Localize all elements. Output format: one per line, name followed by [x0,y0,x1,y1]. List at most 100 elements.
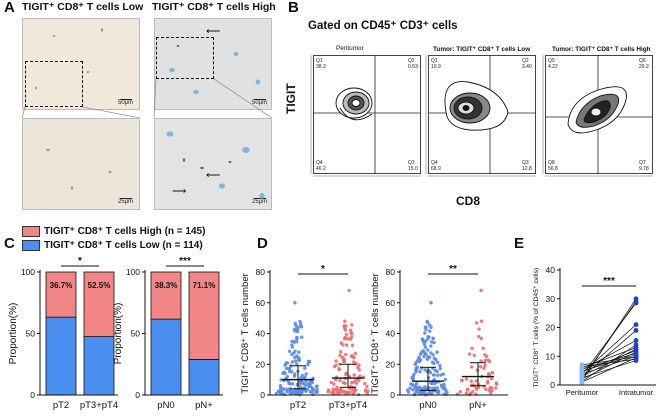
chart-e-pair-line [581,354,637,372]
chart-d-right-point [429,344,433,348]
chart-d-left-point [315,389,319,394]
chart-d-left-point [293,321,297,326]
chart-d-left-point [304,372,308,376]
chart-d-left-point [293,340,297,344]
chart-d-left-point [344,332,349,337]
chart-d-left-point [278,386,283,390]
flow-x-axis-label: CD8 [456,194,481,208]
q-3-4: Q7 9.78 [639,160,649,172]
chart-d-left-point [290,339,294,344]
chart-d-left-point [338,362,342,366]
chart-d-left-point [350,323,354,327]
chart-d-left-point [307,383,311,388]
chart-d-right-point [419,351,424,355]
chart-d-right-point [406,390,411,394]
chart-d-left-xtick-label: pT2 [290,400,306,411]
arrow-high-bottom-2: ⟶ [172,186,187,197]
chart-d-left-point [352,380,357,384]
chart-c-right-bar-high [188,271,220,360]
chart-d-left-point [338,353,342,358]
chart-d-left-ytick-label: 20 [256,359,266,369]
chart-c-right-xtick-label: pN+ [195,400,213,411]
chart-d-right-point [432,381,437,386]
chart-d-right-point [431,336,435,341]
chart-d-left-point [295,362,299,366]
chart-d-right-point [432,340,436,345]
chart-e-pair-line [581,324,637,374]
chart-d-right-point [410,375,414,380]
micro-texture [34,28,265,199]
chart-d-left-point [304,383,308,387]
chart-c-left-xtick-label: pT2 [53,400,69,411]
chart-d-right-point [435,350,439,354]
chart-e-intratumor-point [633,338,639,343]
chart-d-right-point [426,320,430,325]
q-3-2: Q6 29.2 [639,58,649,70]
chart-d-right-point [414,369,418,374]
chart-e-peritumor-point [579,379,585,385]
chart-d-right-point [432,373,436,377]
chart-d-left-point [299,325,304,329]
chart-d-right-point [486,372,491,376]
chart-d-right-point [464,377,469,381]
chart-d-right-point [423,345,428,349]
chart-d-right-point [408,386,412,390]
chart-d-left-point [341,359,346,363]
chart-d-right-point [470,346,474,351]
chart-d-right-point [411,388,415,392]
chart-d-left-point [344,371,348,375]
chart-d-left-point [290,360,294,364]
legend-high: TIGIT⁺ CD8⁺ T cells High (n = 145) [22,226,205,237]
chart-c-right-ylabel: Proportion(%) [113,303,124,365]
chart-d-right-point [483,353,487,357]
chart-d-left-point [295,383,300,387]
chart-d-right-point [418,370,422,374]
chart-d-right-point [439,383,444,387]
chart-e-ytick-label: 0 [550,380,555,390]
legend-high-text: TIGIT⁺ CD8⁺ T cells High (n = 145) [44,226,206,237]
chart-d-left-point [301,380,305,385]
chart-d-right-point [414,381,419,386]
chart-d-right-point [439,373,443,377]
micro-high-bottom [154,118,272,210]
chart-d-left-point [293,359,298,363]
gating-title: Gated on CD45⁺ CD3⁺ cells [308,20,458,32]
chart-d-left-point [303,366,307,370]
chart-c-right-bar-low [150,318,182,396]
chart-d-right-point [436,390,440,394]
chart-d-left-ytick-label: 40 [256,329,266,339]
chart-d-right-point [427,323,432,327]
chart-e-peritumor-point [579,369,585,374]
chart-d-left-point [335,387,339,392]
chart-d-right-point [460,378,464,383]
chart-d-right-point [482,366,486,370]
chart-d-right-point [476,385,481,390]
chart-d-right-point [443,377,447,382]
chart-d-left-point [295,354,299,358]
chart-d-left-point [304,379,308,383]
chart-d-right-point [483,363,487,367]
chart-d-right-point [429,301,433,305]
chart-d-right-ytick-label: 60 [386,298,396,308]
chart-d-right-ytick-label: 20 [386,359,396,369]
q-2-2: Q2 3.40 [522,58,532,70]
chart-d-right-point [423,325,428,330]
chart-d-right-point [435,386,440,390]
scale-bar-high-top: 50μm [252,99,268,106]
chart-d-left-point [281,387,285,391]
chart-d-left-point [290,343,294,347]
chart-d-right-point [488,386,492,390]
chart-c-left-bar-high [83,271,115,337]
chart-d-left-ylabel: TIGIT⁺ CD8⁺ T cells number [240,273,251,394]
chart-c-right-ytick-label: 50 [131,329,141,339]
chart-d-right-point [435,360,440,364]
panel-label-c: C [4,235,15,252]
chart-d-left-point [285,389,289,394]
chart-d-right-point [420,386,425,391]
chart-d-right-point [442,382,446,387]
chart-d-right-point [417,359,422,364]
chart-d-left-point [352,373,356,377]
chart-d-right-point [432,356,437,361]
chart-c-left-ytick-label: 100 [21,267,35,277]
chart-d-left-point [290,370,294,374]
